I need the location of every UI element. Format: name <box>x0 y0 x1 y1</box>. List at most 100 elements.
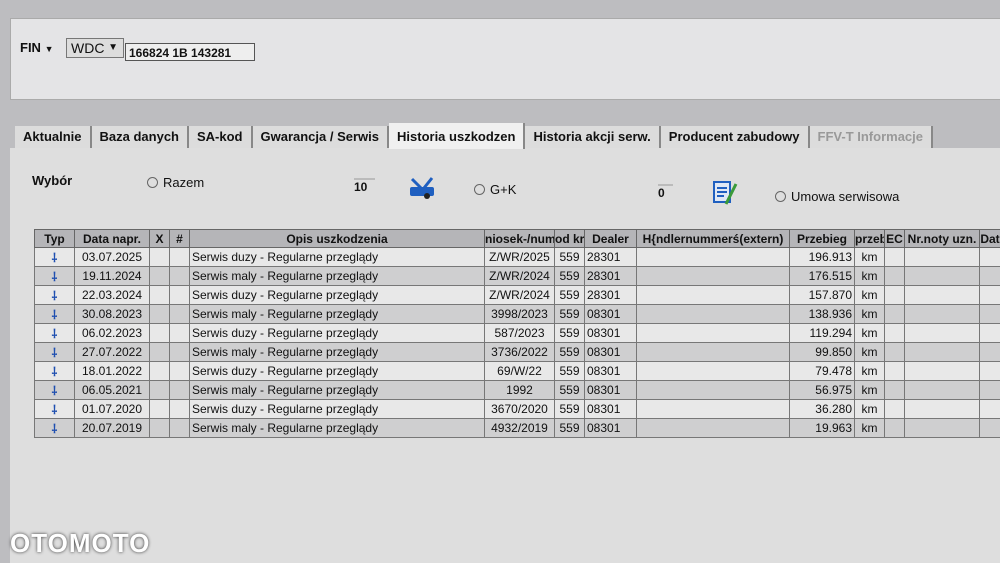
column-header[interactable]: Typ <box>34 229 75 248</box>
tab-sa-kod[interactable]: SA-kod <box>189 126 253 148</box>
date-cell: 27.07.2022 <box>74 342 150 362</box>
hash-cell <box>169 361 190 381</box>
unit-cell: km <box>854 380 885 400</box>
ec-cell <box>884 323 905 343</box>
mileage-cell: 196.913 <box>789 247 855 267</box>
x-cell <box>149 266 170 286</box>
fin-dropdown[interactable]: FIN ▼ <box>20 40 54 55</box>
column-header[interactable]: H{ndlernummerś(extern) <box>636 229 790 248</box>
tab-historia-akcji-serw-[interactable]: Historia akcji serw. <box>525 126 661 148</box>
tab-gwarancja-serwis[interactable]: Gwarancja / Serwis <box>252 126 390 148</box>
column-header[interactable]: Nr.noty uzn. <box>904 229 980 248</box>
dealer-cell: 08301 <box>584 323 637 343</box>
tab-baza-danych[interactable]: Baza danych <box>91 126 189 148</box>
handler-number-cell <box>636 342 790 362</box>
ec-cell <box>884 380 905 400</box>
wrench-icon: ⸸ <box>34 361 75 381</box>
column-header[interactable]: # <box>169 229 190 248</box>
tab-producent-zabudowy[interactable]: Producent zabudowy <box>660 126 810 148</box>
request-number-cell: 587/2023 <box>484 323 555 343</box>
date-extra-cell <box>979 399 1000 419</box>
date-extra-cell <box>979 342 1000 362</box>
wrench-icon: ⸸ <box>34 304 75 324</box>
radio-gk[interactable]: G+K <box>474 182 516 197</box>
code-cell: 559 <box>554 361 585 381</box>
handler-number-cell <box>636 418 790 438</box>
hash-cell <box>169 247 190 267</box>
date-cell: 03.07.2025 <box>74 247 150 267</box>
column-header[interactable]: Opis uszkodzenia <box>189 229 485 248</box>
request-number-cell: Z/WR/2025 <box>484 247 555 267</box>
tab-aktualnie[interactable]: Aktualnie <box>15 126 92 148</box>
note-number-cell <box>904 247 980 267</box>
column-header[interactable]: EC <box>884 229 905 248</box>
table-row[interactable]: ⸸ 01.07.2020 Serwis duzy - Regularne przeg… <box>34 399 1000 419</box>
unit-cell: km <box>854 323 885 343</box>
x-cell <box>149 399 170 419</box>
handler-number-cell <box>636 266 790 286</box>
note-number-cell <box>904 361 980 381</box>
dealer-cell: 28301 <box>584 247 637 267</box>
description-cell: Serwis duzy - Regularne przeglądy <box>189 285 485 305</box>
x-cell <box>149 342 170 362</box>
unit-cell: km <box>854 342 885 362</box>
radio-icon <box>775 191 786 202</box>
wrench-icon: ⸸ <box>34 418 75 438</box>
unit-cell: km <box>854 418 885 438</box>
date-cell: 30.08.2023 <box>74 304 150 324</box>
column-header[interactable]: od kr. <box>554 229 585 248</box>
table-row[interactable]: ⸸ 18.01.2022 Serwis duzy - Regularne przeg… <box>34 361 1000 381</box>
ec-cell <box>884 304 905 324</box>
request-number-cell: 1992 <box>484 380 555 400</box>
date-extra-cell <box>979 380 1000 400</box>
hash-cell <box>169 323 190 343</box>
column-header[interactable]: Dealer <box>584 229 637 248</box>
dealer-cell: 08301 <box>584 361 637 381</box>
column-header[interactable]: niosek-/num <box>484 229 555 248</box>
tab-ffv-t-informacje[interactable]: FFV-T Informacje <box>809 126 933 148</box>
date-extra-cell <box>979 285 1000 305</box>
hash-cell <box>169 266 190 286</box>
handler-number-cell <box>636 285 790 305</box>
filter-label: Wybór <box>32 173 73 188</box>
wrench-icon: ⸸ <box>34 342 75 362</box>
date-cell: 06.05.2021 <box>74 380 150 400</box>
radio-icon <box>147 177 158 188</box>
table-row[interactable]: ⸸ 06.02.2023 Serwis duzy - Regularne przeg… <box>34 323 1000 343</box>
dealer-cell: 28301 <box>584 266 637 286</box>
table-row[interactable]: ⸸ 20.07.2019 Serwis maly - Regularne przeg… <box>34 418 1000 438</box>
damage-history-table: Typ Data napr. X # Opis uszkodzenia niosek-/n… <box>34 229 1000 438</box>
hash-cell <box>169 342 190 362</box>
mileage-cell: 36.280 <box>789 399 855 419</box>
unit-cell: km <box>854 361 885 381</box>
column-header[interactable]: Data napr. <box>74 229 150 248</box>
column-header[interactable]: Dat <box>979 229 1000 248</box>
table-row[interactable]: ⸸ 03.07.2025 Serwis duzy - Regularne przeg… <box>34 247 1000 267</box>
handler-number-cell <box>636 361 790 381</box>
column-header[interactable]: Przebieg <box>789 229 855 248</box>
table-row[interactable]: ⸸ 30.08.2023 Serwis maly - Regularne przeg… <box>34 304 1000 324</box>
handler-number-cell <box>636 380 790 400</box>
ec-cell <box>884 361 905 381</box>
radio-razem[interactable]: Razem <box>147 175 204 190</box>
handler-number-cell <box>636 323 790 343</box>
column-header[interactable]: X <box>149 229 170 248</box>
tab-historia-uszkodzen[interactable]: Historia uszkodzen <box>389 123 526 149</box>
dealer-cell: 08301 <box>584 399 637 419</box>
table-row[interactable]: ⸸ 06.05.2021 Serwis maly - Regularne przeg… <box>34 380 1000 400</box>
hash-cell <box>169 418 190 438</box>
request-number-cell: Z/WR/2024 <box>484 285 555 305</box>
ec-cell <box>884 247 905 267</box>
request-number-cell: 4932/2019 <box>484 418 555 438</box>
table-row[interactable]: ⸸ 19.11.2024 Serwis maly - Regularne przeg… <box>34 266 1000 286</box>
radio-umowa[interactable]: Umowa serwisowa <box>775 189 899 204</box>
ec-cell <box>884 342 905 362</box>
table-row[interactable]: ⸸ 22.03.2024 Serwis duzy - Regularne przeg… <box>34 285 1000 305</box>
code-cell: 559 <box>554 342 585 362</box>
prefix-select[interactable]: WDC ▼ <box>66 38 124 58</box>
note-number-cell <box>904 285 980 305</box>
table-row[interactable]: ⸸ 27.07.2022 Serwis maly - Regularne przeg… <box>34 342 1000 362</box>
note-number-cell <box>904 380 980 400</box>
fin-input[interactable]: 166824 1B 143281 <box>125 43 255 61</box>
column-header[interactable]: przeb <box>854 229 885 248</box>
